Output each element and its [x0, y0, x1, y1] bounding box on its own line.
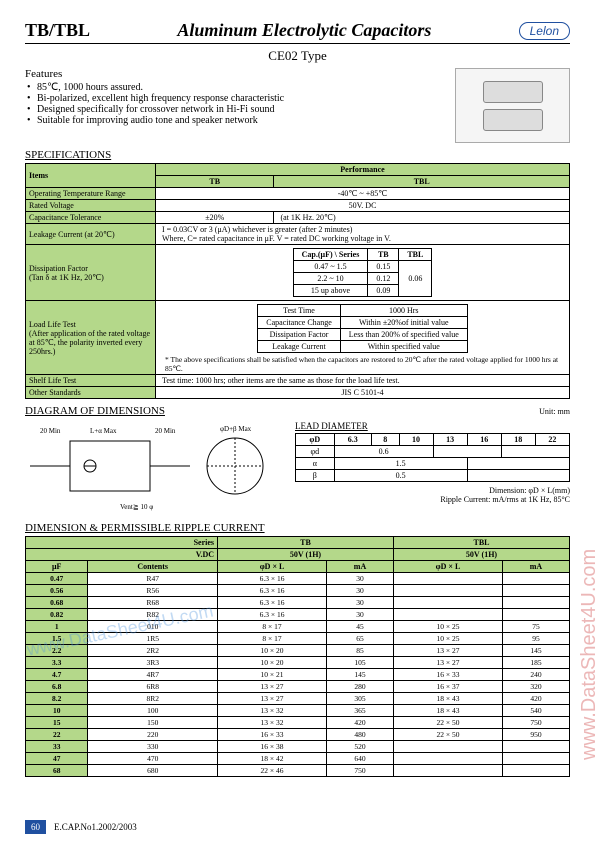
spec-value: ±20%: [156, 212, 274, 224]
features-list: 85℃, 1000 hours assured. Bi-polarized, e…: [25, 82, 445, 126]
table-row: 8.28R213 × 2730518 × 43420: [26, 693, 570, 705]
lead-diameter-table: φD6.381013161822 φd0.6 α1.5 β0.5: [295, 433, 570, 482]
unit-label: Unit: mm: [539, 407, 570, 416]
table-row: 6868022 × 46750: [26, 765, 570, 777]
shelf-val: Test time: 1000 hrs; other items are the…: [156, 375, 570, 387]
spec-value: 50V. DC: [156, 200, 570, 212]
feature-item: Designed specifically for crossover netw…: [37, 104, 445, 115]
lead-diameter-block: LEAD DIAMETER φD6.381013161822 φd0.6 α1.…: [295, 421, 570, 516]
page-footer: 60 E.CAP.No1.2002/2003: [25, 820, 137, 834]
spec-row-label: Operating Temperature Range: [26, 188, 156, 200]
cap-header: Cap.(μF) \ Series: [293, 249, 368, 261]
page-number: 60: [25, 820, 46, 834]
spec-note: (at 1K Hz. 20℃): [274, 212, 570, 224]
perf-header: Performance: [156, 164, 570, 176]
product-photo: [455, 68, 570, 143]
tbl-col: TBL: [274, 176, 570, 188]
svg-text:20 Min: 20 Min: [40, 427, 61, 435]
table-row: 1515013 × 3242022 × 50750: [26, 717, 570, 729]
capacitor-icon: [483, 109, 543, 131]
specifications-table: Items Performance TB TBL Operating Tempe…: [25, 163, 570, 399]
spec-row-label: Capacitance Tolerance: [26, 212, 156, 224]
table-row: 1010013 × 3236518 × 43540: [26, 705, 570, 717]
table-row: 4747018 × 42640: [26, 753, 570, 765]
page-header: TB/TBL Aluminum Electrolytic Capacitors …: [25, 20, 570, 44]
ripple-title: DIMENSION & PERMISSIBLE RIPPLE CURRENT: [25, 522, 570, 534]
tbl-hdr: TBL: [393, 537, 569, 549]
ripple-note: Ripple Current: mA/rms at 1K Hz, 85°C: [295, 495, 570, 504]
doc-title: Aluminum Electrolytic Capacitors: [177, 20, 431, 41]
table-row: 2.22R210 × 208513 × 27145: [26, 645, 570, 657]
leakage-label: Leakage Current (at 20℃): [26, 224, 156, 245]
table-row: 6.86R813 × 2728016 × 37320: [26, 681, 570, 693]
table-row: 0.56R566.3 × 1630: [26, 585, 570, 597]
table-row: 3.33R310 × 2010513 × 27185: [26, 657, 570, 669]
shelf-label: Shelf Life Test: [26, 375, 156, 387]
tb-hdr: TB: [218, 537, 394, 549]
items-header: Items: [26, 164, 156, 188]
svg-text:Vent≧ 10 φ: Vent≧ 10 φ: [120, 503, 153, 511]
dissipation-label: Dissipation Factor (Tan δ at 1K Hz, 20℃): [26, 245, 156, 301]
lead-title: LEAD DIAMETER: [295, 421, 570, 431]
watermark-right: www.DataSheet4U.com: [578, 549, 595, 760]
capacitor-icon: [483, 81, 543, 103]
other-val: JIS C 5101-4: [156, 387, 570, 399]
loadlife-cell: Test Time1000 Hrs Capacitance ChangeWith…: [156, 301, 570, 375]
specs-title: SPECIFICATIONS: [25, 149, 570, 161]
table-row: 3333016 × 38520: [26, 741, 570, 753]
series-code: TB/TBL: [25, 20, 90, 41]
doc-id: E.CAP.No1.2002/2003: [54, 822, 137, 832]
spec-row-label: Rated Voltage: [26, 200, 156, 212]
type-label: CE02 Type: [25, 48, 570, 64]
table-row: 0.47R476.3 × 1630: [26, 573, 570, 585]
dim-title: DIAGRAM OF DIMENSIONS: [25, 405, 165, 417]
feature-item: Bi-polarized, excellent high frequency r…: [37, 93, 445, 104]
features-title: Features: [25, 68, 445, 80]
svg-text:20 Min: 20 Min: [155, 427, 176, 435]
component-drawing-svg: 20 Min L+α Max 20 Min φD+β Max Vent≧ 10 …: [25, 421, 285, 516]
table-row: 2222016 × 3348022 × 50950: [26, 729, 570, 741]
feature-item: Suitable for improving audio tone and sp…: [37, 115, 445, 126]
vdc-hdr: V.DC: [26, 549, 218, 561]
loadlife-label: Load Life Test (After application of the…: [26, 301, 156, 375]
loadlife-inner-table: Test Time1000 Hrs Capacitance ChangeWith…: [257, 304, 468, 353]
svg-text:L+α Max: L+α Max: [90, 427, 117, 435]
svg-text:φD+β Max: φD+β Max: [220, 425, 252, 433]
features-block: Features 85℃, 1000 hours assured. Bi-pol…: [25, 68, 445, 143]
brand-logo: Lelon: [519, 22, 570, 40]
dissipation-inner-table: Cap.(μF) \ SeriesTBTBL 0.47 ~ 1.50.150.0…: [293, 248, 433, 297]
other-label: Other Standards: [26, 387, 156, 399]
dim-note: Dimension: φD × L(mm): [295, 486, 570, 495]
ripple-current-table: Series TB TBL V.DC 50V (1H) 50V (1H) μF …: [25, 536, 570, 777]
feature-item: 85℃, 1000 hours assured.: [37, 82, 445, 93]
tb-col: TB: [156, 176, 274, 188]
spec-value: -40℃ ~ +85℃: [156, 188, 570, 200]
series-hdr: Series: [26, 537, 218, 549]
dissipation-cell: Cap.(μF) \ SeriesTBTBL 0.47 ~ 1.50.150.0…: [156, 245, 570, 301]
leakage-text: I = 0.03CV or 3 (μA) whichever is greate…: [156, 224, 570, 245]
table-row: 4.74R710 × 2114516 × 33240: [26, 669, 570, 681]
table-row: 0.68R686.3 × 1630: [26, 597, 570, 609]
table-row: 0.82R826.3 × 1630: [26, 609, 570, 621]
loadlife-note: * The above specifications shall be sati…: [159, 355, 566, 373]
dimension-diagram: 20 Min L+α Max 20 Min φD+β Max Vent≧ 10 …: [25, 421, 285, 516]
